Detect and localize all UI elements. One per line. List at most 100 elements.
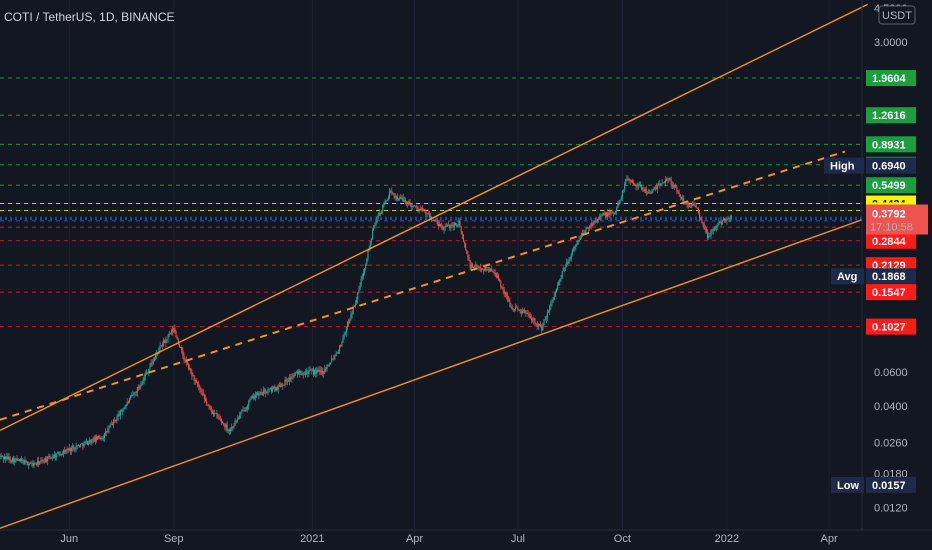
candle-body: [488, 269, 491, 272]
candle-body: [485, 266, 487, 270]
candle-body: [664, 179, 667, 184]
candle-body: [205, 398, 207, 402]
candle-body: [384, 201, 386, 205]
candle-body: [227, 430, 229, 432]
candle-body: [399, 197, 401, 200]
candle-body: [496, 275, 498, 278]
candle-body: [594, 221, 596, 223]
candle-body: [683, 197, 685, 202]
candle-body: [457, 225, 459, 226]
candle-body: [286, 381, 288, 383]
candle-body: [184, 359, 186, 361]
channel-midline[interactable]: [0, 150, 846, 421]
candle-body: [565, 266, 567, 268]
level-tag-box: [866, 476, 916, 493]
candle-body: [266, 392, 268, 394]
candle-body: [256, 392, 258, 396]
candle-body: [190, 368, 192, 373]
candle-body: [393, 193, 395, 197]
candle-body: [68, 447, 70, 451]
candle-body: [500, 281, 502, 287]
candle-body: [200, 390, 202, 392]
candle-body: [708, 236, 710, 238]
candle-body: [98, 436, 100, 438]
level-tag: 0.1027: [866, 318, 916, 335]
candle-body: [114, 419, 116, 421]
current-price-box: [866, 204, 928, 235]
candle-body: [191, 372, 193, 377]
level-tag-box: [866, 157, 916, 174]
candle-body: [407, 201, 409, 205]
candle-body: [528, 314, 530, 316]
candle-body: [730, 216, 732, 218]
candle-body: [31, 462, 33, 464]
candle-body: [635, 184, 637, 187]
candle-body: [529, 315, 531, 319]
candle-body: [173, 327, 175, 332]
candle-body: [645, 188, 647, 194]
time-axis[interactable]: Jun Sep 2021 Apr Jul Oct 2022 Apr: [60, 533, 838, 545]
candle-body: [306, 371, 308, 373]
candle-body: [600, 216, 602, 217]
candle-body: [132, 394, 134, 396]
candle-body: [139, 386, 141, 389]
candle-body: [176, 337, 178, 340]
candle-body: [619, 200, 621, 203]
candle-body: [101, 437, 103, 439]
candle-body: [297, 371, 299, 375]
channel-boundary-line[interactable]: [0, 219, 863, 529]
candle-body: [379, 212, 382, 214]
level-tag-value: 0.1547: [872, 287, 906, 299]
candle-body: [593, 221, 595, 225]
candle-body: [392, 192, 394, 194]
candle-body: [469, 260, 471, 269]
candle-body: [348, 322, 350, 324]
candles: [0, 175, 732, 470]
candle-body: [167, 335, 169, 339]
candle-body: [201, 391, 203, 393]
candle-body: [359, 285, 361, 290]
candle-body: [427, 213, 429, 215]
candle-body: [426, 213, 428, 215]
candle-body: [312, 369, 315, 375]
candle-body: [705, 228, 707, 232]
candle-body: [498, 275, 500, 280]
candle-body: [425, 211, 427, 215]
candle-body: [378, 212, 380, 216]
candle-body: [542, 324, 544, 331]
currency-button[interactable]: USDT: [878, 5, 916, 25]
candle-body: [607, 212, 609, 217]
candle-body: [332, 358, 334, 360]
candle-body: [113, 419, 115, 426]
channel-boundary-line[interactable]: [0, 3, 868, 431]
candle-body: [35, 464, 37, 466]
candle-body: [23, 460, 25, 465]
candle-body: [627, 178, 629, 180]
candle-body: [482, 269, 484, 271]
candle-body: [120, 410, 123, 412]
candle-body: [711, 229, 713, 231]
candle-body: [381, 211, 383, 214]
candle-body: [679, 194, 681, 197]
candle-body: [510, 306, 512, 308]
candle-body: [468, 257, 470, 261]
candle-body: [140, 385, 142, 387]
current-price-value: 0.3792: [872, 209, 906, 221]
candle-body: [599, 216, 601, 219]
candle-body: [92, 438, 94, 440]
candle-body: [100, 438, 102, 440]
candle-body: [10, 460, 12, 462]
candle-body: [275, 387, 277, 391]
candle-body: [269, 387, 271, 390]
candle-body: [318, 369, 320, 372]
channel-lines[interactable]: [0, 3, 868, 529]
candle-body: [376, 216, 378, 223]
candle-body: [471, 264, 474, 268]
candle-body: [125, 405, 127, 407]
candle-body: [226, 424, 228, 431]
candle-body: [289, 377, 291, 381]
level-tag-value: 0.6940: [872, 161, 906, 173]
level-tag-name-box: [831, 268, 864, 285]
candle-body: [180, 346, 182, 348]
